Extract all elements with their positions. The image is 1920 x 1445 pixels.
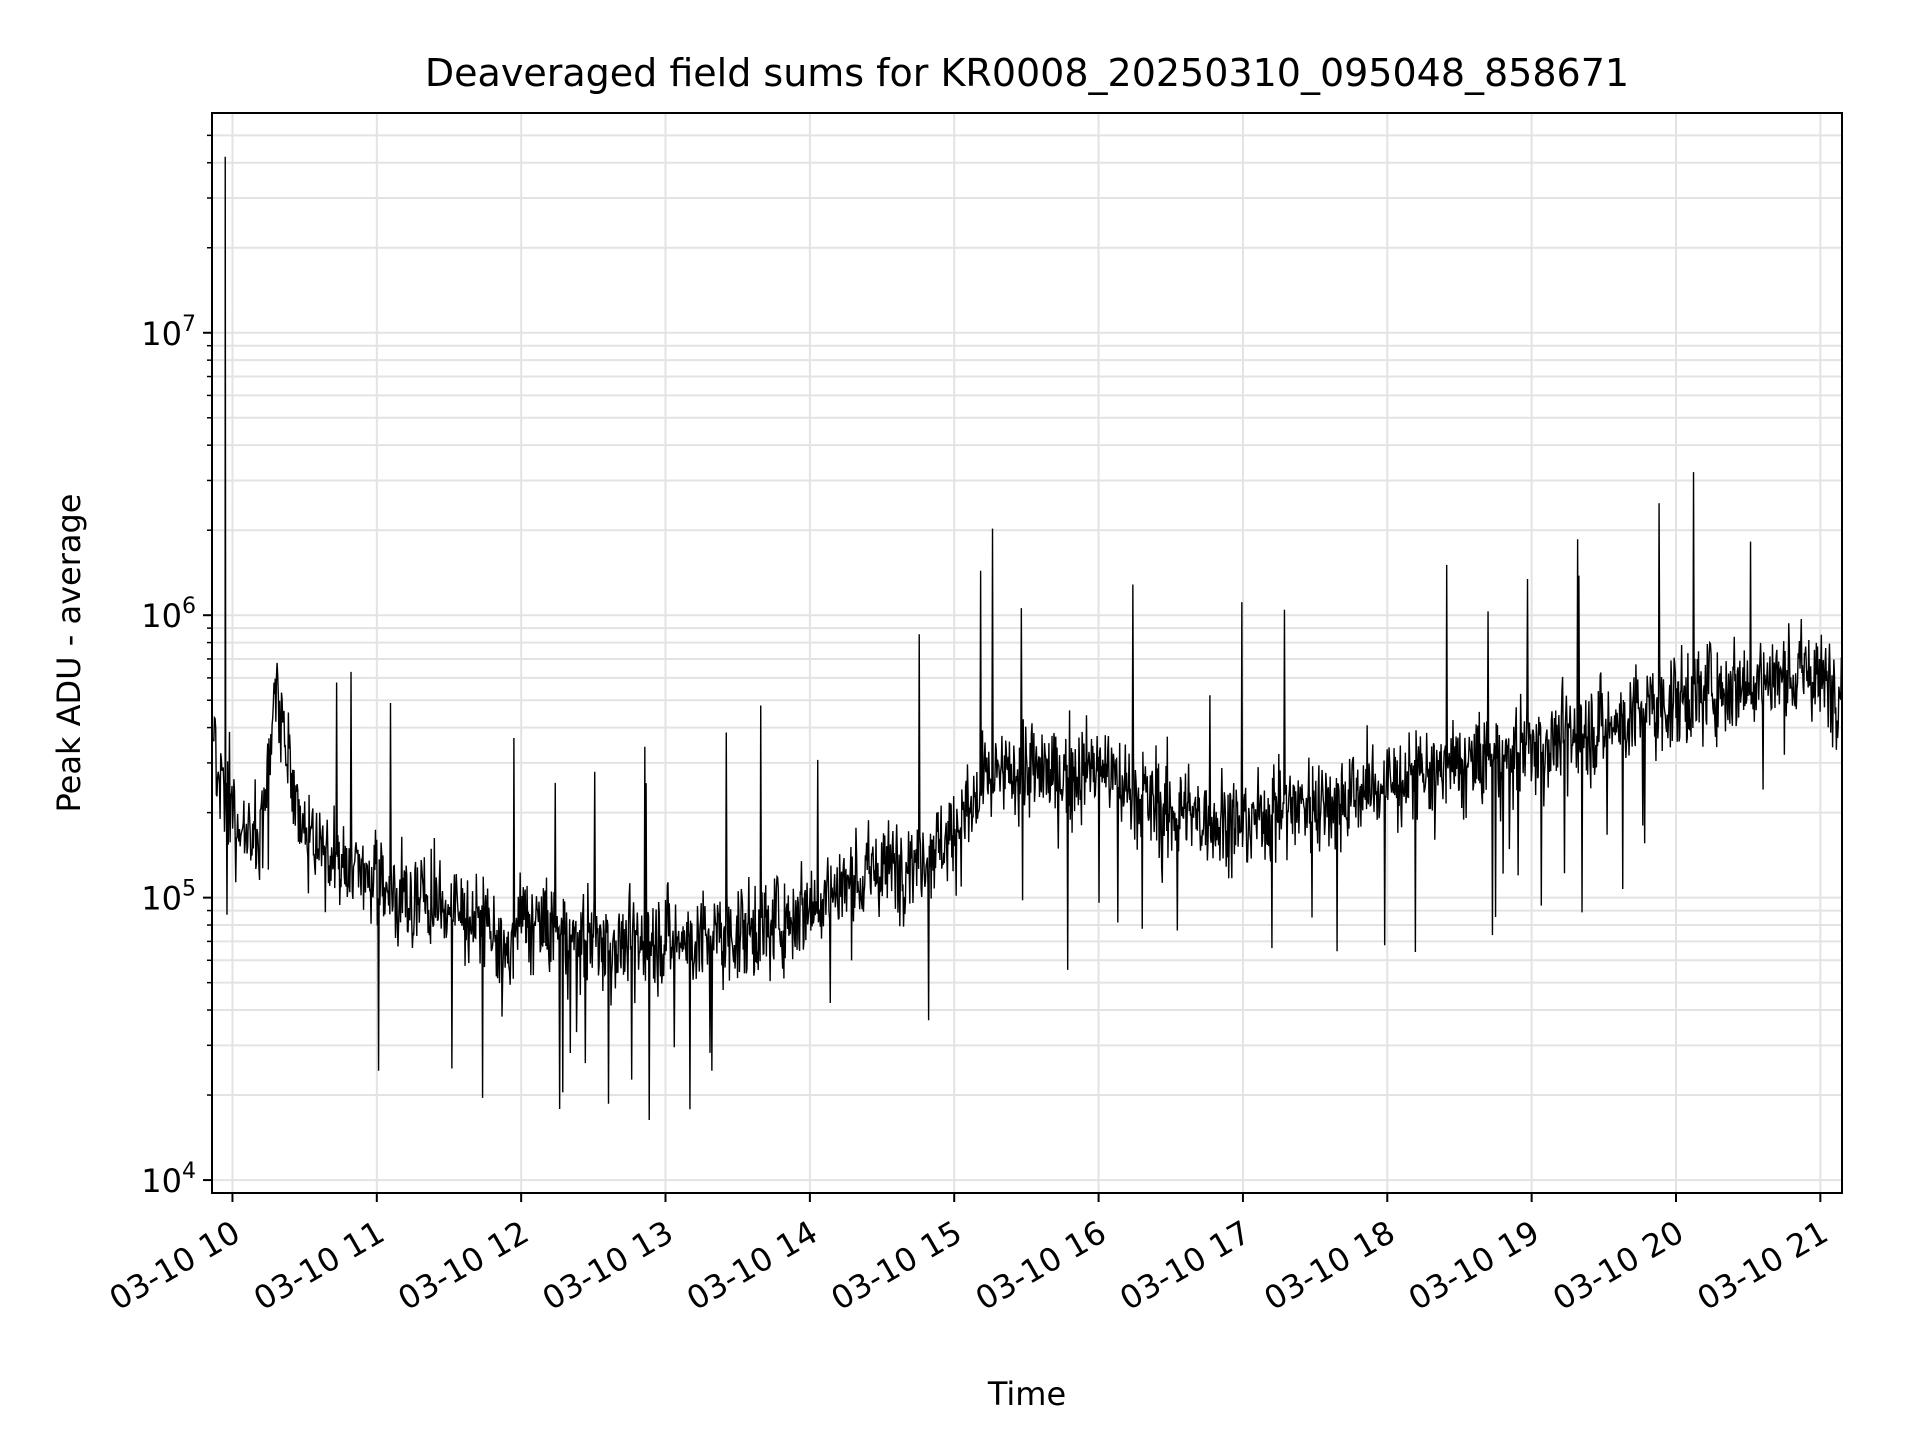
plot-frame [211,112,1843,1194]
data-line-layer [212,156,1843,1121]
series-line [212,156,1843,1121]
y-axis: 104 105 106 107 [141,134,212,1200]
chart-title: Deaveraged field sums for KR0008_2025031… [425,51,1629,95]
y-tick-label: 107 [141,312,196,353]
y-tick-label: 105 [141,877,196,918]
y-tick-label: 104 [141,1159,196,1200]
y-axis-label: Peak ADU - average [50,494,88,813]
y-tick-label: 106 [141,594,196,635]
x-axis-label: Time [987,1375,1066,1413]
